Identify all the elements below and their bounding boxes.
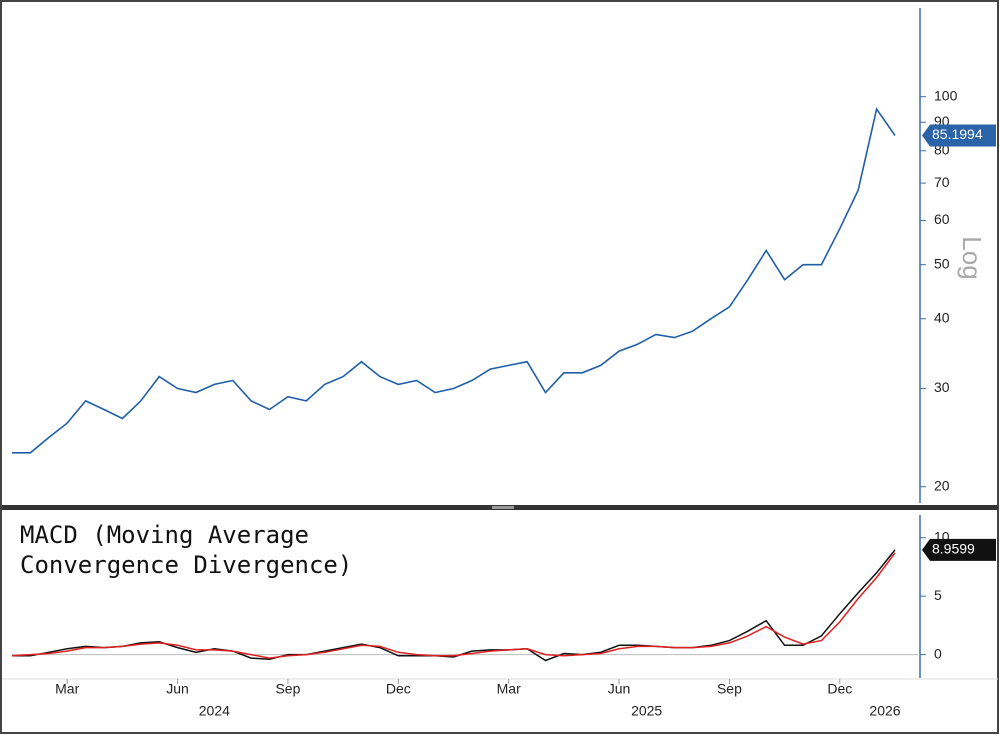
series-line: [12, 549, 896, 662]
macd-title: MACD (Moving Average Convergence Diverge…: [20, 521, 353, 579]
y-tick-label: 0: [934, 645, 942, 661]
year-label: 2025: [631, 703, 662, 719]
series-line: [11, 552, 896, 659]
series-line: [12, 107, 896, 454]
last-value-tag: [922, 124, 996, 147]
x-tick-label: Mar: [55, 681, 79, 697]
scale-label: Log: [957, 236, 987, 279]
y-tick-label: 50: [934, 255, 950, 271]
last-value-label: 85.1994: [932, 126, 983, 142]
year-label: 2024: [199, 703, 230, 719]
y-tick-label: 70: [934, 174, 950, 190]
y-tick-label: 40: [934, 309, 950, 325]
year-label: 2026: [869, 703, 900, 719]
y-tick-label: 100: [934, 87, 958, 103]
last-value-tag: [922, 538, 996, 561]
y-tick-label: 5: [934, 587, 942, 603]
y-tick-label: 20: [934, 477, 950, 493]
x-tick-label: Jun: [608, 681, 631, 697]
x-tick-label: Sep: [717, 681, 742, 697]
x-tick-label: Dec: [827, 681, 852, 697]
x-tick-label: Dec: [386, 681, 411, 697]
divider-handle: [492, 506, 514, 509]
last-value-label: 8.9599: [932, 541, 975, 557]
x-tick-label: Sep: [275, 681, 300, 697]
y-tick-label: 60: [934, 211, 950, 227]
y-tick-label: 30: [934, 379, 950, 395]
x-tick-label: Mar: [497, 681, 521, 697]
x-tick-label: Jun: [166, 681, 189, 697]
